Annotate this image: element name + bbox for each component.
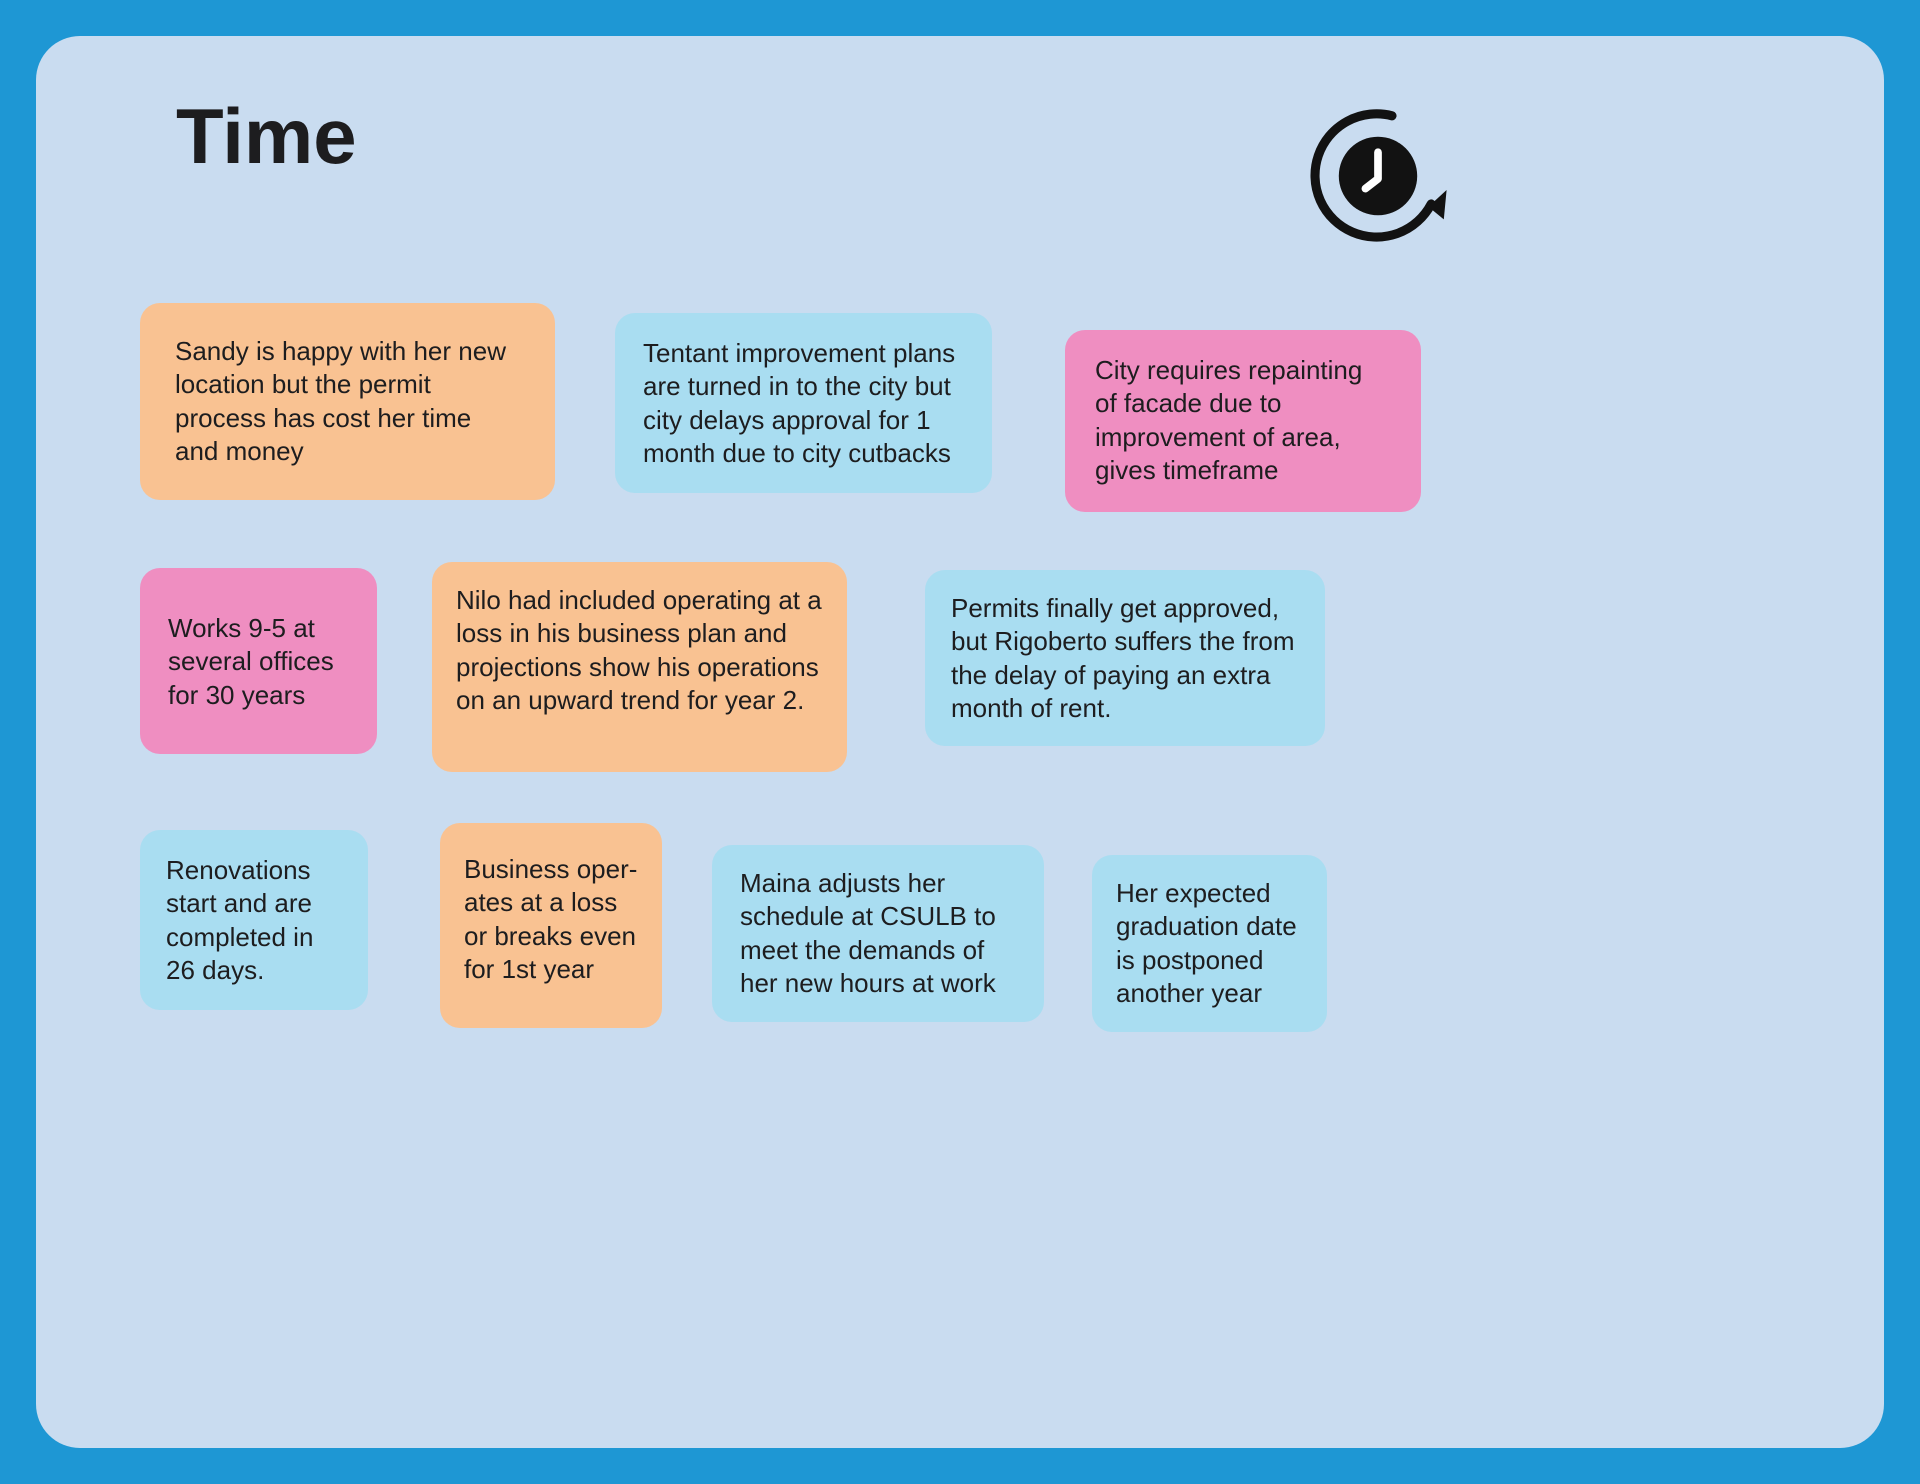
sticky-note-9[interactable]: Maina adjusts her schedule at CSULB to m… (712, 845, 1044, 1022)
sticky-note-text: Nilo had included operating at a loss in… (456, 585, 822, 715)
sticky-note-text: City requires repainting of facade due t… (1095, 355, 1363, 485)
sticky-note-10[interactable]: Her expected graduation date is postpone… (1092, 855, 1327, 1032)
sticky-note-text: Tentant improvement plans are turned in … (643, 338, 956, 468)
sticky-note-7[interactable]: Renovations start and are completed in 2… (140, 830, 368, 1010)
sticky-note-1[interactable]: Sandy is happy with her new location but… (140, 303, 555, 500)
sticky-note-text: Sandy is happy with her new location but… (175, 336, 506, 466)
sticky-note-text: Maina adjusts her schedule at CSULB to m… (740, 868, 996, 998)
sticky-note-2[interactable]: Tentant improvement plans are turned in … (615, 313, 992, 493)
sticky-note-text: Her expected graduation date is postpone… (1116, 878, 1297, 1008)
sticky-note-text: Permits finally get approved, but Rigobe… (951, 593, 1295, 723)
time-board: Time Sandy is happy with her new locatio… (36, 36, 1884, 1448)
page-title: Time (176, 92, 357, 180)
sticky-note-text: Renovations start and are completed in 2… (166, 855, 314, 985)
clock-history-icon (1308, 106, 1448, 246)
sticky-note-text: Works 9-5 at several offices for 30 year… (168, 613, 334, 710)
sticky-note-3[interactable]: City requires repainting of facade due t… (1065, 330, 1421, 512)
sticky-note-4[interactable]: Works 9-5 at several offices for 30 year… (140, 568, 377, 754)
sticky-note-5[interactable]: Nilo had included operating at a loss in… (432, 562, 847, 772)
sticky-note-text: Business oper- ates at a loss or breaks … (464, 854, 638, 984)
sticky-note-6[interactable]: Permits finally get approved, but Rigobe… (925, 570, 1325, 746)
sticky-note-8[interactable]: Business oper- ates at a loss or breaks … (440, 823, 662, 1028)
